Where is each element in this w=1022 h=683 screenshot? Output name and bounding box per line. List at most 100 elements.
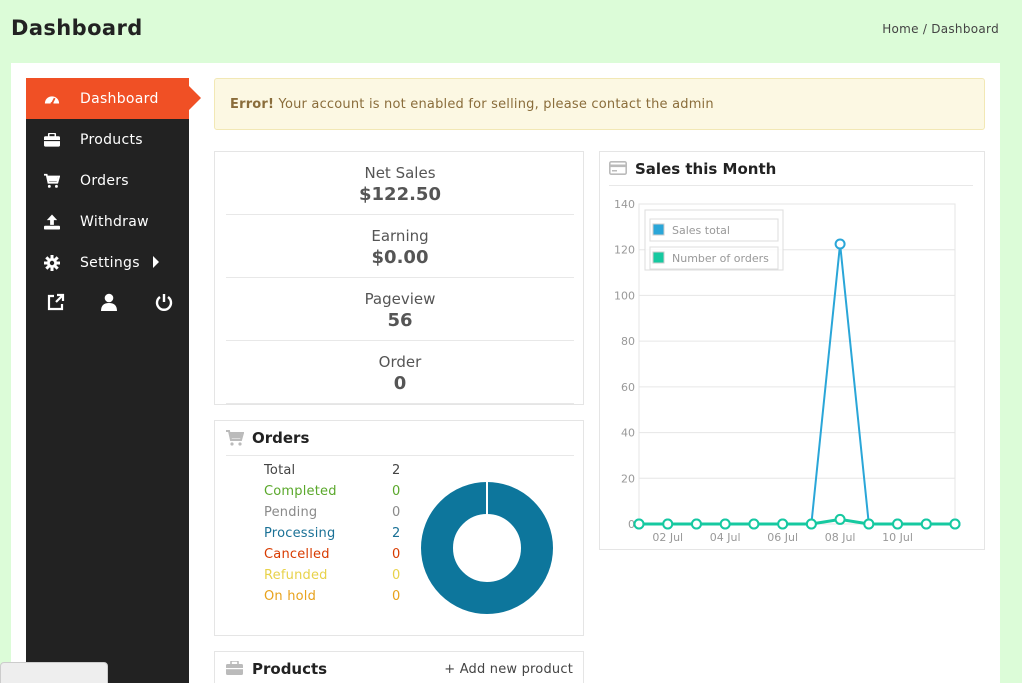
legend-item xyxy=(649,218,779,242)
gear-icon xyxy=(44,254,60,271)
stat-value: $122.50 xyxy=(359,184,441,205)
stat-title: Earning xyxy=(371,227,429,245)
data-point xyxy=(834,513,846,525)
y-tick-label: 0 xyxy=(628,518,635,531)
x-tick-label: 02 Jul xyxy=(652,531,683,544)
sidebar-bottom-actions xyxy=(26,291,189,315)
orders-donut-chart xyxy=(421,481,553,614)
sidebar-item-products[interactable]: Products xyxy=(26,119,189,160)
products-box: Products + Add new product xyxy=(214,651,584,683)
sidebar-item-settings[interactable]: Settings xyxy=(26,242,189,283)
sidebar-item-label: Orders xyxy=(80,172,129,189)
order-status-label: Total xyxy=(264,463,296,478)
orders-box: Orders Total 2 Completed 0 Pending 0 Processin… xyxy=(214,420,584,636)
stats-box: Net Sales $122.50 Earning $0.00 Pageview… xyxy=(214,151,584,405)
orders-title: Orders xyxy=(252,429,310,447)
sales-header: Sales this Month xyxy=(609,152,973,186)
briefcase-icon xyxy=(44,132,60,148)
x-tick-label: 06 Jul xyxy=(767,531,798,544)
data-point xyxy=(662,518,674,530)
stat-value: 0 xyxy=(393,373,407,394)
stat-title: Net Sales xyxy=(364,164,436,182)
cart-icon xyxy=(44,173,60,189)
power-icon[interactable] xyxy=(155,293,173,311)
chevron-right-icon xyxy=(153,256,159,268)
stat-title: Order xyxy=(378,353,422,371)
sidebar-item-label: Products xyxy=(80,131,143,148)
page-title: Dashboard xyxy=(11,16,143,40)
order-status-count: 0 xyxy=(392,568,401,583)
sales-chart-box: Sales this Month 0 20 40 60 80 100 120 140 02 Ju… xyxy=(599,151,985,550)
briefcase-icon xyxy=(226,661,244,677)
order-status-count: 2 xyxy=(392,526,401,541)
order-status-label: Processing xyxy=(264,526,336,541)
order-status-row[interactable]: Refunded 0 xyxy=(264,568,404,583)
dashboard-icon xyxy=(44,91,60,107)
x-tick-label: 10 Jul xyxy=(882,531,913,544)
user-icon[interactable] xyxy=(101,293,117,311)
stat-value: 56 xyxy=(387,310,413,331)
order-status-count: 2 xyxy=(392,463,401,478)
sidebar-item-label: Dashboard xyxy=(80,90,159,107)
stat-pageview: Pageview 56 xyxy=(226,278,574,341)
sidebar-item-orders[interactable]: Orders xyxy=(26,160,189,201)
upload-icon xyxy=(44,213,60,230)
order-status-label: On hold xyxy=(264,589,317,604)
order-status-label: Pending xyxy=(264,505,318,520)
data-point xyxy=(805,518,817,530)
breadcrumb-current: Dashboard xyxy=(931,22,999,36)
legend-item xyxy=(649,246,779,270)
stat-earning: Earning $0.00 xyxy=(226,215,574,278)
external-link-icon[interactable] xyxy=(47,293,65,311)
order-status-count: 0 xyxy=(392,505,401,520)
data-point xyxy=(892,518,904,530)
series-line xyxy=(639,243,955,525)
stat-value: $0.00 xyxy=(371,247,429,268)
order-status-count: 0 xyxy=(392,589,401,604)
y-tick-label: 60 xyxy=(621,381,635,394)
legend-label: Number of orders xyxy=(672,252,769,265)
y-tick-label: 40 xyxy=(621,427,635,440)
order-status-label: Refunded xyxy=(264,568,328,583)
add-new-product-link[interactable]: + Add new product xyxy=(444,662,573,677)
sales-title: Sales this Month xyxy=(635,159,777,178)
credit-card-icon xyxy=(609,160,627,177)
sidebar-item-withdraw[interactable]: Withdraw xyxy=(26,201,189,242)
data-point xyxy=(863,518,875,530)
data-point xyxy=(920,518,932,530)
legend-swatch xyxy=(652,251,665,264)
order-status-count: 0 xyxy=(392,484,401,499)
products-header: Products xyxy=(226,652,574,683)
data-point xyxy=(719,518,731,530)
legend-swatch xyxy=(652,223,665,236)
data-point xyxy=(633,518,645,530)
breadcrumb: Home / Dashboard xyxy=(882,22,999,36)
order-status-label: Cancelled xyxy=(264,547,330,562)
y-tick-label: 20 xyxy=(621,472,635,485)
order-status-row[interactable]: Total 2 xyxy=(264,463,404,478)
products-title: Products xyxy=(252,660,328,678)
y-tick-label: 80 xyxy=(621,335,635,348)
order-status-label: Completed xyxy=(264,484,337,499)
breadcrumb-home-link[interactable]: Home xyxy=(882,22,919,36)
data-point xyxy=(690,518,702,530)
order-status-row[interactable]: Processing 2 xyxy=(264,526,404,541)
data-point xyxy=(748,518,760,530)
sidebar-item-label: Settings xyxy=(80,254,140,271)
y-tick-label: 100 xyxy=(614,289,635,302)
x-tick-label: 04 Jul xyxy=(710,531,741,544)
x-tick-label: 08 Jul xyxy=(825,531,856,544)
stat-title: Pageview xyxy=(364,290,436,308)
sidebar: Dashboard Products Orders Withdraw Setti… xyxy=(26,78,201,683)
stat-order: Order 0 xyxy=(226,341,574,404)
order-status-row[interactable]: Cancelled 0 xyxy=(264,547,404,562)
bottom-panel-tab[interactable] xyxy=(0,662,108,683)
order-status-row[interactable]: On hold 0 xyxy=(264,589,404,604)
y-tick-label: 120 xyxy=(614,244,635,257)
sales-line-chart: 0 20 40 60 80 100 120 140 02 Jul 04 Jul 06 Jul 08 J… xyxy=(614,198,961,544)
sidebar-item-dashboard[interactable]: Dashboard xyxy=(26,78,201,119)
order-status-row[interactable]: Completed 0 xyxy=(264,484,404,499)
data-point xyxy=(777,518,789,530)
order-status-row[interactable]: Pending 0 xyxy=(264,505,404,520)
cart-icon xyxy=(226,430,244,446)
